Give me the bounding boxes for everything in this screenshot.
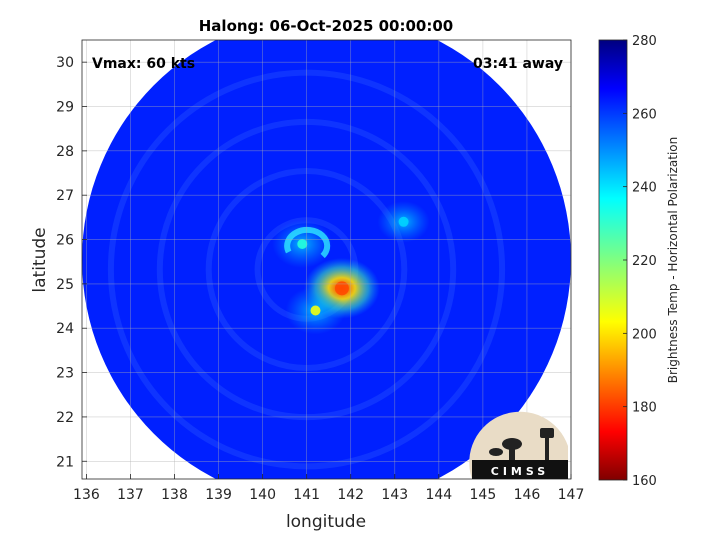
storm-inner-rainband (310, 305, 321, 316)
colorbar-tick-label: 180 (632, 401, 657, 416)
x-tick-label: 143 (381, 487, 408, 503)
y-tick-label: 25 (56, 277, 74, 293)
cimss-logo: CIMSS (469, 411, 568, 479)
x-tick-label: 141 (293, 487, 320, 503)
colorbar-tick-label: 240 (632, 181, 657, 196)
x-tick-label: 139 (205, 487, 232, 503)
x-axis-label: longitude (286, 512, 366, 532)
chart-title: Halong: 06-Oct-2025 00:00:00 (199, 17, 454, 35)
x-tick-label: 145 (470, 487, 497, 503)
colorbar-tick-label: 280 (632, 34, 657, 49)
y-tick-label: 26 (56, 233, 74, 249)
eye-spiral-band (284, 226, 331, 259)
x-tick-label: 144 (425, 487, 452, 503)
swath-disc (82, 40, 571, 479)
y-tick-label: 27 (56, 188, 74, 204)
time-away-annotation: 03:41 away (473, 56, 563, 72)
grid-lines (82, 40, 572, 479)
storm-eyewall-core (334, 281, 349, 296)
x-tick-label: 138 (161, 487, 188, 503)
y-axis-label: latitude (30, 227, 50, 292)
colorbar-label: Brightness Temp - Horizontal Polarizatio… (666, 137, 680, 384)
x-tick-label: 146 (514, 487, 541, 503)
storm-outer-band-east (398, 216, 409, 227)
colorbar-tick-label: 200 (632, 327, 657, 342)
storm-eye-ring (297, 238, 308, 249)
colorbar-tick-label: 160 (632, 474, 657, 489)
axes: 136 137 138 139 140 141 142 143 144 145 146 147 21 22… (56, 39, 585, 503)
x-tick-label: 147 (558, 487, 585, 503)
x-tick-label: 142 (337, 487, 364, 503)
y-tick-label: 29 (56, 100, 74, 116)
x-tick-label: 136 (73, 487, 100, 503)
y-tick-label: 28 (56, 144, 74, 160)
axes-box (81, 39, 572, 480)
colorbar-ticks: 160 180 200 220 240 260 280 (623, 34, 657, 489)
y-tick-label: 21 (56, 454, 74, 470)
x-tick-label: 140 (249, 487, 276, 503)
logo-text: CIMSS (491, 465, 549, 478)
y-tick-label: 24 (56, 321, 74, 337)
y-tick-label: 23 (56, 366, 74, 382)
colorbar-tick-label: 260 (632, 107, 657, 122)
colorbar (598, 39, 628, 481)
colorbar-tick-label: 220 (632, 254, 657, 269)
vmax-annotation: Vmax: 60 kts (92, 56, 195, 72)
y-tick-label: 22 (56, 410, 74, 426)
y-tick-label: 30 (56, 55, 74, 71)
x-tick-label: 137 (117, 487, 144, 503)
